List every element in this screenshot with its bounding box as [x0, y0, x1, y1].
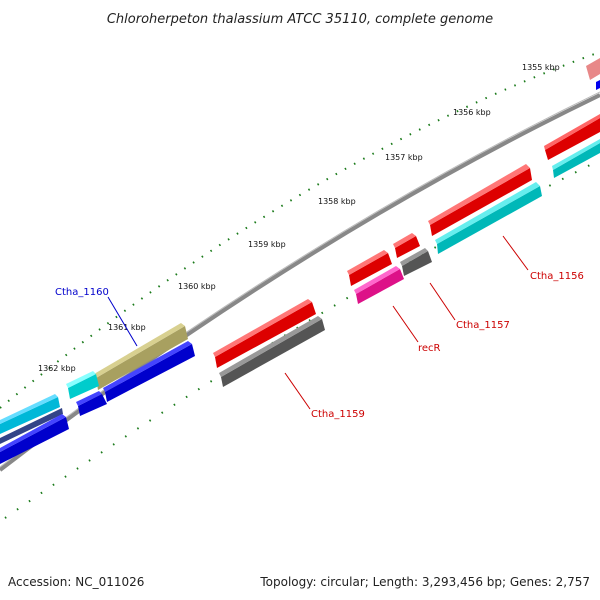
gene-label-ctha-1156[interactable]: Ctha_1156: [530, 271, 584, 282]
leader-recr: [392, 305, 419, 343]
tick-label-1361: 1361 kbp: [108, 323, 146, 332]
gene-label-ctha-1160[interactable]: Ctha_1160: [55, 287, 109, 298]
gene-feature-blue-1160[interactable]: [103, 341, 195, 402]
gene-feature-recr[interactable]: [354, 266, 404, 304]
gene-feature-cyan-1155[interactable]: [552, 139, 600, 178]
map-title: Chloroherpeton thalassium ATCC 35110, co…: [107, 12, 493, 27]
tick-label-1356: 1356 kbp: [453, 108, 491, 117]
accession-text: Accession: NC_011026: [8, 575, 144, 589]
tick-label-1358: 1358 kbp: [318, 197, 356, 206]
gene-feature-blue-left[interactable]: [0, 414, 69, 464]
gene-feature-red-1159[interactable]: [213, 299, 316, 368]
gene-feature-red-recr[interactable]: [347, 250, 392, 286]
gene-feature-navy-left[interactable]: [0, 408, 63, 444]
gene-feature-blue-1161[interactable]: [76, 391, 107, 416]
gene-feature-cyan-left[interactable]: [0, 394, 60, 434]
tick-label-1362: 1362 kbp: [38, 364, 76, 373]
gene-label-ctha-1159[interactable]: Ctha_1159: [311, 409, 365, 420]
gene-feature-cyan-1156[interactable]: [435, 182, 542, 254]
leader-ctha-1156: [502, 235, 529, 271]
tick-label-1357: 1357 kbp: [385, 153, 423, 162]
gene-feature-ctha-1157-red[interactable]: [393, 233, 420, 258]
leader-ctha-1159: [284, 372, 311, 410]
leader-ctha-1157: [429, 282, 456, 321]
gene-feature-cyan-1161[interactable]: [66, 371, 99, 399]
gene-label-recr[interactable]: recR: [418, 343, 441, 354]
outer-ruler-ticks: [0, 51, 600, 409]
gene-feature-blue-edge[interactable]: [596, 80, 600, 90]
genome-backbone: [0, 93, 600, 472]
tick-label-1360: 1360 kbp: [178, 282, 216, 291]
tick-label-1359: 1359 kbp: [248, 240, 286, 249]
gene-feature-red-1155[interactable]: [544, 114, 600, 160]
tick-label-1355: 1355 kbp: [522, 63, 560, 72]
gene-feature-pink[interactable]: [586, 58, 600, 80]
gene-feature-ctha-1160[interactable]: [94, 323, 188, 390]
summary-text: Topology: circular; Length: 3,293,456 bp…: [259, 575, 590, 589]
gene-feature-ctha-1159[interactable]: [219, 316, 325, 387]
gene-feature-ctha-1157[interactable]: [400, 248, 432, 276]
leader-ctha-1160: [107, 296, 138, 347]
gene-label-ctha-1157[interactable]: Ctha_1157: [456, 320, 510, 331]
gene-feature-ctha-1156[interactable]: [428, 164, 532, 236]
